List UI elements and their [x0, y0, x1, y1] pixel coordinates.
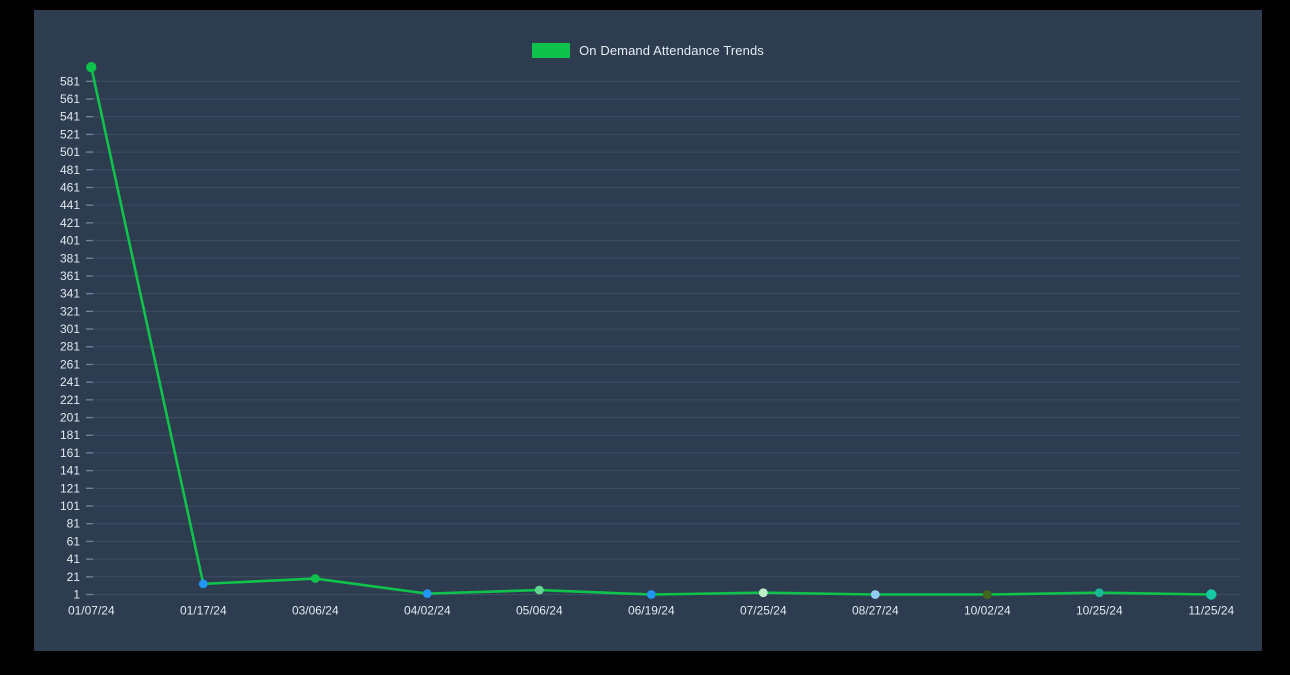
series-line — [89, 65, 1213, 596]
data-point[interactable] — [646, 590, 656, 599]
x-tick-label: 10/02/24 — [964, 604, 1011, 618]
y-tick-label: 541 — [60, 110, 80, 124]
data-point[interactable] — [198, 579, 208, 589]
y-tick-label: 201 — [60, 411, 80, 425]
x-tick-label: 01/17/24 — [180, 604, 227, 618]
y-tick-label: 401 — [60, 234, 80, 248]
data-point[interactable] — [982, 590, 992, 599]
y-tick-label: 341 — [60, 287, 80, 301]
y-tick-label: 441 — [60, 198, 80, 212]
y-tick-label: 421 — [60, 216, 80, 230]
y-tick-label: 561 — [60, 92, 80, 106]
data-point[interactable] — [422, 589, 432, 599]
y-tick-label: 581 — [60, 74, 80, 88]
y-tick-label: 301 — [60, 322, 80, 336]
y-tick-label: 161 — [60, 446, 80, 460]
x-tick-label: 01/07/24 — [68, 604, 115, 618]
y-tick-label: 1 — [73, 588, 80, 602]
y-tick-label: 521 — [60, 127, 80, 141]
data-point[interactable] — [1206, 589, 1217, 600]
x-tick-label: 07/25/24 — [740, 604, 787, 618]
data-point[interactable] — [310, 574, 320, 583]
y-tick-label: 141 — [60, 464, 80, 478]
legend-item[interactable]: On Demand Attendance Trends — [34, 43, 1262, 58]
y-tick-label: 261 — [60, 357, 80, 371]
data-point[interactable] — [758, 588, 768, 598]
y-tick-label: 321 — [60, 304, 80, 318]
y-tick-label: 361 — [60, 269, 80, 283]
y-tick-label: 21 — [67, 570, 81, 584]
x-tick-label: 08/27/24 — [852, 604, 899, 618]
y-tick-label: 221 — [60, 393, 80, 407]
data-point[interactable] — [1094, 588, 1104, 598]
data-point[interactable] — [86, 61, 97, 73]
x-tick-label: 06/19/24 — [628, 604, 675, 618]
y-tick-label: 101 — [60, 499, 80, 513]
x-tick-label: 04/02/24 — [404, 604, 451, 618]
y-tick-label: 121 — [60, 481, 80, 495]
y-tick-label: 501 — [60, 145, 80, 159]
legend-label: On Demand Attendance Trends — [579, 43, 764, 58]
line-chart: 581 561 541 521 501 481 461 441 421 401 381 361 341 3… — [60, 61, 1240, 618]
y-tick-label: 381 — [60, 251, 80, 265]
data-point[interactable] — [534, 585, 544, 595]
data-point[interactable] — [870, 590, 880, 599]
x-tick-label: 05/06/24 — [516, 604, 563, 618]
y-tick-label: 281 — [60, 340, 80, 354]
y-tick-label: 41 — [67, 552, 81, 566]
y-tick-label: 61 — [67, 534, 81, 548]
x-tick-label: 11/25/24 — [1188, 604, 1234, 618]
y-tick-label: 81 — [67, 517, 81, 531]
x-tick-label: 10/25/24 — [1076, 604, 1123, 618]
chart-panel: On Demand Attendance Trends 581 561 541 521… — [34, 10, 1262, 651]
y-tick-label: 481 — [60, 163, 80, 177]
x-tick-label: 03/06/24 — [292, 604, 339, 618]
legend-swatch — [532, 43, 571, 58]
y-tick-label: 241 — [60, 375, 80, 389]
y-tick-label: 461 — [60, 180, 80, 194]
y-tick-label: 181 — [60, 428, 80, 442]
